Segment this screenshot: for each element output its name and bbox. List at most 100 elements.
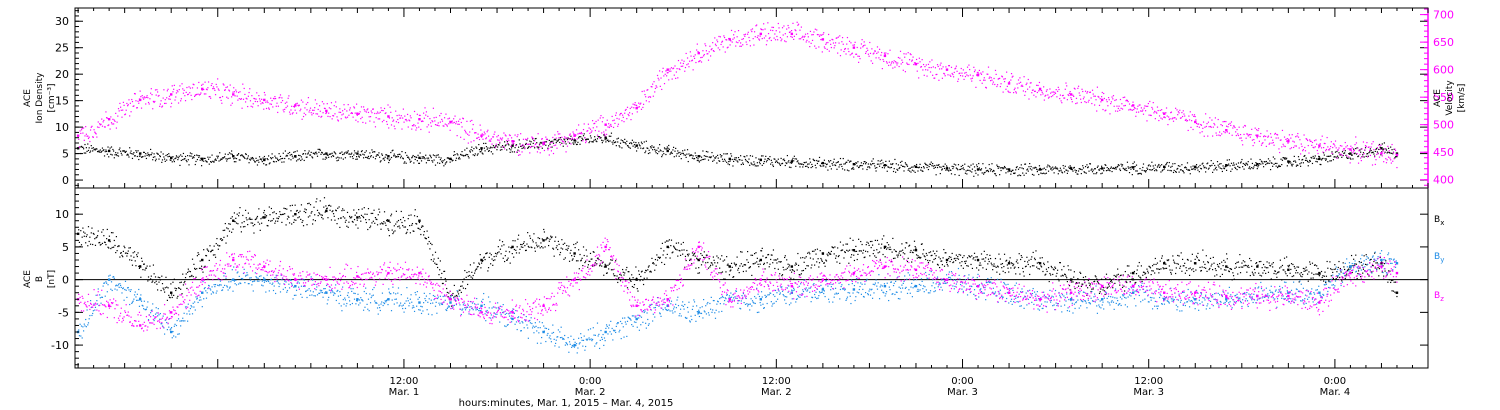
scatter-dot <box>418 114 421 116</box>
top-series1-point <box>914 62 918 66</box>
scatter-dot <box>1135 111 1138 113</box>
scatter-dot <box>492 136 495 138</box>
scatter-dot <box>135 265 137 267</box>
scatter-dot <box>101 118 103 120</box>
scatter-dot <box>340 157 342 159</box>
scatter-dot <box>580 132 582 135</box>
scatter-dot <box>1007 171 1009 173</box>
scatter-dot <box>231 231 233 233</box>
scatter-dot <box>1357 155 1360 157</box>
scatter-dot <box>97 151 99 153</box>
scatter-dot <box>148 103 150 105</box>
scatter-dot <box>669 68 671 70</box>
top-series0-point <box>1100 167 1104 170</box>
scatter-dot <box>254 161 256 163</box>
scatter-dot <box>721 40 724 42</box>
scatter-dot <box>567 141 569 143</box>
scatter-dot <box>673 156 675 158</box>
scatter-dot <box>1149 114 1152 116</box>
scatter-dot <box>553 144 555 147</box>
scatter-dot <box>830 160 832 162</box>
scatter-dot <box>1152 165 1154 167</box>
scatter-dot <box>299 210 301 212</box>
scatter-dot <box>266 158 268 160</box>
scatter-dot <box>169 159 171 161</box>
scatter-dot <box>1299 165 1302 167</box>
scatter-dot <box>871 48 873 50</box>
scatter-dot <box>172 281 174 283</box>
scatter-dot <box>627 145 629 147</box>
scatter-dot <box>310 151 312 153</box>
scatter-dot <box>480 149 483 151</box>
scatter-dot <box>696 159 698 162</box>
scatter-dot <box>550 140 552 142</box>
scatter-dot <box>925 64 927 66</box>
scatter-dot <box>959 168 961 171</box>
scatter-dot <box>118 149 120 151</box>
scatter-dot <box>1144 110 1147 112</box>
scatter-dot <box>169 98 171 100</box>
scatter-dot <box>386 219 388 221</box>
scatter-dot <box>99 123 101 125</box>
scatter-dot <box>228 157 230 160</box>
scatter-dot <box>608 263 610 265</box>
scatter-dot <box>1195 122 1198 125</box>
scatter-dot <box>901 59 903 61</box>
scatter-dot <box>96 150 99 153</box>
scatter-dot <box>303 210 305 213</box>
scatter-dot <box>82 146 84 149</box>
scatter-dot <box>282 152 284 154</box>
scatter-dot <box>543 228 545 231</box>
scatter-dot <box>323 103 325 105</box>
scatter-dot <box>1344 150 1346 152</box>
scatter-dot <box>474 153 476 155</box>
scatter-dot <box>170 294 173 296</box>
scatter-dot <box>969 74 971 76</box>
scatter-dot <box>541 142 543 144</box>
scatter-dot <box>732 38 734 40</box>
scatter-dot <box>818 266 820 268</box>
scatter-dot <box>631 139 633 141</box>
scatter-dot <box>464 131 467 133</box>
scatter-dot <box>1017 79 1020 81</box>
scatter-dot <box>1130 168 1132 170</box>
scatter-dot <box>1357 147 1359 149</box>
scatter-dot <box>919 163 921 165</box>
scatter-dot <box>952 73 954 76</box>
scatter-dot <box>876 163 879 165</box>
scatter-dot <box>89 129 92 131</box>
scatter-dot <box>554 144 557 146</box>
scatter-dot <box>455 123 457 125</box>
scatter-dot <box>85 133 87 135</box>
scatter-dot <box>485 137 488 139</box>
scatter-dot <box>220 99 222 102</box>
scatter-dot <box>571 138 573 140</box>
scatter-dot <box>832 39 834 41</box>
scatter-dot <box>1313 157 1316 159</box>
scatter-dot <box>1047 170 1050 172</box>
scatter-dot <box>1158 119 1160 122</box>
scatter-dot <box>772 165 775 168</box>
scatter-dot <box>385 112 387 114</box>
scatter-dot <box>419 114 421 117</box>
scatter-dot <box>145 96 148 98</box>
scatter-dot <box>1188 169 1190 171</box>
scatter-dot <box>1024 163 1027 165</box>
scatter-dot <box>129 102 131 104</box>
scatter-dot <box>142 268 144 271</box>
scatter-dot <box>80 230 82 232</box>
scatter-dot <box>1114 99 1116 102</box>
scatter-dot <box>1390 146 1392 148</box>
scatter-dot <box>131 153 133 155</box>
scatter-dot <box>120 109 122 111</box>
scatter-dot <box>449 129 451 131</box>
scatter-dot <box>152 280 154 282</box>
scatter-dot <box>689 258 691 260</box>
scatter-dot <box>263 163 265 165</box>
scatter-dot <box>679 62 682 64</box>
scatter-dot <box>860 162 863 164</box>
scatter-dot <box>1379 148 1381 150</box>
scatter-dot <box>1318 156 1321 158</box>
scatter-dot <box>168 98 170 100</box>
scatter-dot <box>1346 155 1348 157</box>
